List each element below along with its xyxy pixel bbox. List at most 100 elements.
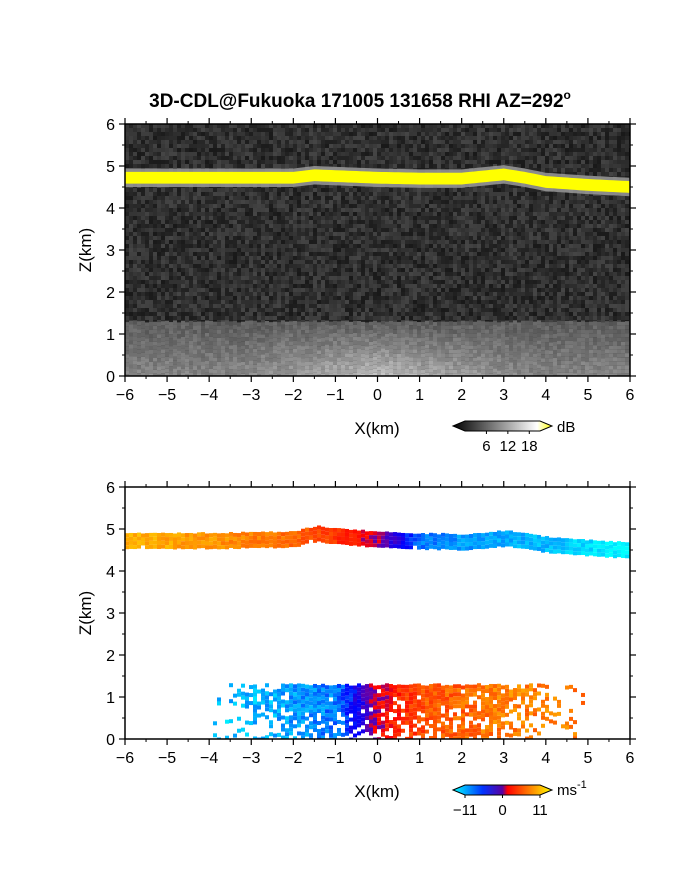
noise-cell — [217, 264, 221, 268]
noise-cell — [241, 136, 245, 140]
noise-cell — [457, 152, 461, 156]
noise-cell — [433, 200, 437, 204]
noise-cell — [425, 232, 429, 236]
noise-cell — [573, 220, 577, 224]
noise-cell — [625, 220, 629, 224]
noise-cell — [149, 196, 153, 200]
noise-cell — [437, 248, 441, 252]
noise-cell — [169, 252, 173, 256]
noise-cell — [601, 128, 605, 132]
noise-cell — [345, 240, 349, 244]
noise-cell — [393, 192, 397, 196]
noise-cell — [509, 124, 513, 128]
noise-cell — [477, 236, 481, 240]
noise-cell — [593, 276, 597, 280]
noise-cell — [373, 124, 377, 128]
noise-cell — [393, 144, 397, 148]
noise-cell — [597, 264, 601, 268]
noise-cell — [405, 128, 409, 132]
noise-cell — [197, 152, 201, 156]
noise-cell — [185, 220, 189, 224]
noise-cell — [189, 132, 193, 136]
noise-cell — [361, 208, 365, 212]
noise-cell — [421, 276, 425, 280]
noise-cell — [249, 232, 253, 236]
noise-cell — [141, 244, 145, 248]
noise-cell — [345, 252, 349, 256]
noise-cell — [321, 128, 325, 132]
noise-cell — [317, 196, 321, 200]
noise-cell — [133, 164, 137, 168]
noise-cell — [437, 224, 441, 228]
noise-cell — [609, 260, 613, 264]
noise-cell — [341, 148, 345, 152]
noise-cell — [229, 208, 233, 212]
noise-cell — [405, 156, 409, 160]
noise-cell — [337, 132, 341, 136]
noise-cell — [273, 280, 277, 284]
noise-cell — [269, 188, 273, 192]
noise-cell — [425, 212, 429, 216]
noise-cell — [361, 216, 365, 220]
noise-cell — [277, 160, 281, 164]
noise-cell — [405, 264, 409, 268]
noise-cell — [513, 200, 517, 204]
noise-cell — [277, 204, 281, 208]
noise-cell — [161, 196, 165, 200]
noise-cell — [245, 276, 249, 280]
noise-cell — [189, 240, 193, 244]
noise-cell — [549, 264, 553, 268]
noise-cell — [221, 140, 225, 144]
noise-cell — [549, 156, 553, 160]
noise-cell — [217, 236, 221, 240]
noise-cell — [497, 188, 501, 192]
noise-cell — [433, 196, 437, 200]
noise-cell — [369, 156, 373, 160]
noise-cell — [149, 204, 153, 208]
noise-cell — [361, 188, 365, 192]
noise-cell — [461, 212, 465, 216]
noise-cell — [469, 244, 473, 248]
noise-cell — [205, 220, 209, 224]
noise-cell — [409, 248, 413, 252]
noise-cell — [305, 268, 309, 272]
noise-cell — [477, 256, 481, 260]
noise-cell — [465, 192, 469, 196]
noise-cell — [525, 244, 529, 248]
noise-cell — [429, 148, 433, 152]
noise-cell — [409, 208, 413, 212]
noise-cell — [561, 272, 565, 276]
noise-cell — [609, 252, 613, 256]
noise-cell — [389, 224, 393, 228]
noise-cell — [401, 212, 405, 216]
noise-cell — [153, 188, 157, 192]
noise-cell — [301, 208, 305, 212]
noise-cell — [389, 272, 393, 276]
noise-cell — [605, 248, 609, 252]
noise-cell — [457, 136, 461, 140]
noise-cell — [153, 164, 157, 168]
noise-cell — [277, 128, 281, 132]
noise-cell — [281, 244, 285, 248]
noise-cell — [145, 200, 149, 204]
noise-cell — [297, 188, 301, 192]
noise-cell — [377, 140, 381, 144]
noise-cell — [509, 236, 513, 240]
noise-cell — [233, 144, 237, 148]
noise-cell — [313, 140, 317, 144]
noise-cell — [269, 236, 273, 240]
noise-cell — [305, 244, 309, 248]
noise-cell — [509, 136, 513, 140]
noise-cell — [565, 148, 569, 152]
noise-cell — [373, 140, 377, 144]
noise-cell — [409, 268, 413, 272]
noise-cell — [549, 260, 553, 264]
noise-cell — [445, 232, 449, 236]
noise-cell — [141, 192, 145, 196]
noise-cell — [169, 264, 173, 268]
noise-cell — [397, 252, 401, 256]
noise-cell — [409, 212, 413, 216]
noise-cell — [377, 156, 381, 160]
noise-cell — [485, 256, 489, 260]
noise-cell — [593, 268, 597, 272]
